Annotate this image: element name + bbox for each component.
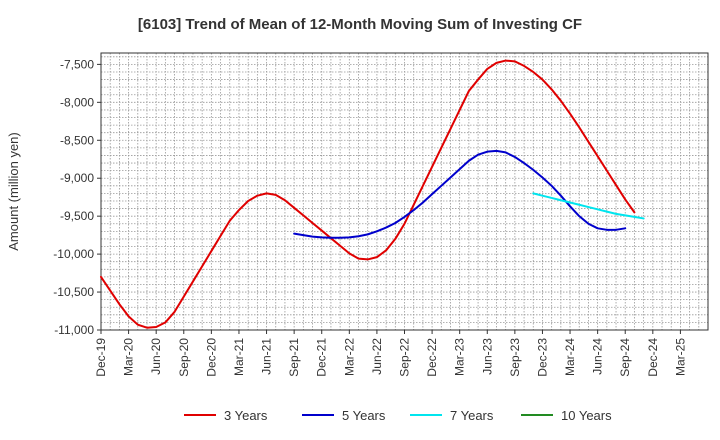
x-tick-label: Mar-23 [453,338,467,376]
x-tick-label: Jun-24 [591,338,605,375]
y-tick-label: -8,000 [60,95,94,109]
x-tick-label: Mar-22 [342,338,356,376]
y-tick-label: -10,500 [53,285,94,299]
x-tick-label: Dec-24 [646,338,660,377]
x-tick-label: Sep-20 [177,338,191,377]
x-tick-label: Dec-22 [425,338,439,377]
legend-label: 7 Years [450,408,494,423]
legend-label: 3 Years [224,408,268,423]
x-tick-label: Jun-23 [480,338,494,375]
y-axis-label: Amount (million yen) [6,132,21,251]
legend-label: 5 Years [342,408,386,423]
x-tick-label: Jun-21 [260,338,274,375]
x-tick-label: Dec-23 [535,338,549,377]
x-tick-label: Sep-23 [508,338,522,377]
x-tick-label: Dec-21 [315,338,329,377]
x-tick-label: Sep-24 [618,338,632,377]
legend-label: 10 Years [561,408,612,423]
y-tick-label: -8,500 [60,133,94,147]
series-line-3-years [100,59,636,329]
x-tick-label: Dec-19 [94,338,108,377]
series-lines [100,59,645,329]
legend: 3 Years 5 Years 7 Years 10 Years [184,408,612,423]
chart-title: [6103] Trend of Mean of 12-Month Moving … [138,16,582,33]
y-axis-ticks: -7,500 -8,000 -8,500 -9,000 -9,500 -10,000 -10… [53,57,101,337]
y-tick-label: -9,000 [60,171,94,185]
grid-lines [100,53,709,331]
y-tick-label: -7,500 [60,57,94,71]
y-tick-label: -9,500 [60,209,94,223]
x-tick-label: Mar-24 [563,338,577,376]
x-tick-label: Jun-20 [149,338,163,375]
x-axis-ticks: Dec-19 Mar-20 Jun-20 Sep-20 Dec-20 Mar-21 Jun-… [94,330,687,377]
x-tick-label: Mar-25 [673,338,687,376]
x-tick-label: Mar-21 [232,338,246,376]
series-line-5-years [293,149,627,239]
x-tick-label: Mar-20 [122,338,136,376]
x-tick-label: Sep-22 [398,338,412,377]
x-tick-label: Dec-20 [204,338,218,377]
y-tick-label: -10,000 [53,247,94,261]
series-line-7-years [532,192,645,220]
x-tick-label: Jun-22 [370,338,384,375]
x-tick-label: Sep-21 [287,338,301,377]
y-tick-label: -11,000 [54,323,94,337]
